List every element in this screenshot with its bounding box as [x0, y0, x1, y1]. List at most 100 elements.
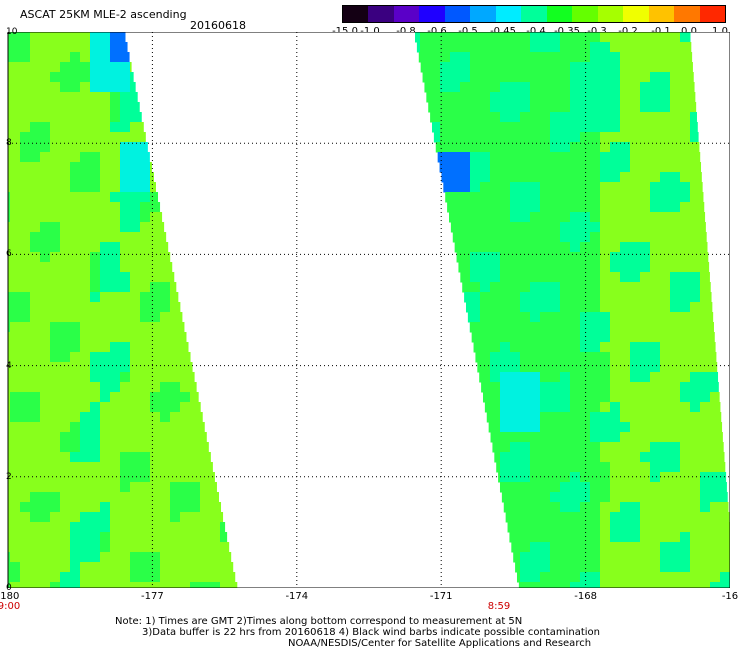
swath-cell — [100, 262, 111, 273]
swath-cell — [520, 242, 531, 253]
swath-cell — [460, 62, 471, 73]
swath-cell — [500, 102, 511, 113]
swath-cell — [530, 262, 541, 273]
swath-cell — [550, 502, 561, 513]
swath-cell — [40, 332, 51, 343]
swath-cell — [630, 242, 641, 253]
swath-cell — [660, 192, 671, 203]
swath-cell — [160, 572, 171, 583]
swath-cell — [160, 502, 171, 513]
swath-cell — [70, 42, 81, 53]
swath-cell — [670, 452, 681, 463]
swath-cell — [540, 222, 551, 233]
swath-cell — [500, 222, 511, 233]
swath-cell — [50, 452, 61, 463]
swath-cell — [680, 82, 691, 93]
colorbar-segment — [495, 6, 522, 22]
swath-cell — [30, 292, 41, 303]
swath-cell — [600, 502, 611, 513]
swath-cell — [130, 312, 141, 323]
swath-cell — [720, 552, 730, 563]
swath-cell — [160, 352, 171, 363]
swath-cell — [150, 422, 161, 433]
swath-cell — [570, 52, 581, 63]
swath-cell — [630, 32, 641, 43]
swath-cell — [520, 412, 531, 423]
swath-cell — [570, 392, 581, 403]
swath-cell — [620, 382, 631, 393]
swath-cell — [470, 232, 481, 243]
swath-cell — [160, 582, 171, 588]
swath-cell — [180, 422, 191, 433]
swath-cell — [10, 102, 21, 113]
swath-cell — [210, 502, 221, 513]
colorbar-segment — [470, 6, 496, 22]
swath-cell — [470, 52, 481, 63]
swath-cell — [610, 302, 621, 313]
swath-cell — [490, 192, 501, 203]
swath-cell — [500, 292, 511, 303]
swath-cell — [50, 152, 61, 163]
swath-cell — [660, 362, 671, 373]
swath-cell — [720, 562, 730, 573]
swath-cell — [550, 122, 561, 133]
swath-cell — [10, 472, 21, 483]
swath-cell — [80, 52, 91, 63]
swath-cell — [150, 432, 161, 443]
swath-cell — [660, 62, 671, 73]
swath-cell — [680, 542, 691, 553]
swath-cell — [170, 302, 181, 313]
swath-cell — [680, 302, 691, 313]
swath-cell — [540, 232, 551, 243]
swath-cell — [90, 442, 101, 453]
swath-cell — [690, 532, 701, 543]
swath-cell — [90, 402, 101, 413]
swath-cell — [90, 242, 101, 253]
swath-cell — [650, 132, 661, 143]
swath-cell — [150, 532, 161, 543]
swath-cell — [570, 182, 581, 193]
swath-cell — [130, 522, 141, 533]
colorbar-segment — [343, 6, 369, 22]
swath-cell — [140, 272, 151, 283]
swath-cell — [220, 522, 226, 533]
swath-cell — [720, 572, 730, 583]
swath-cell — [20, 312, 31, 323]
swath-cell — [680, 432, 691, 443]
swath-cell — [520, 52, 531, 63]
swath-cell — [680, 62, 691, 73]
swath-cell — [520, 532, 531, 543]
swath-cell — [500, 442, 511, 453]
colorbar-segment — [368, 6, 394, 22]
swath-cell — [590, 132, 601, 143]
swath-cell — [80, 72, 91, 83]
swath-cell — [580, 482, 591, 493]
swath-cell — [700, 522, 711, 533]
swath-cell — [120, 512, 131, 523]
swath-cell — [10, 72, 21, 83]
swath-cell — [60, 232, 71, 243]
swath-cell — [530, 442, 541, 453]
swath-cell — [700, 542, 711, 553]
swath-cell — [20, 222, 31, 233]
swath-cell — [30, 482, 41, 493]
swath-cell — [470, 112, 481, 123]
swath-cell — [40, 362, 51, 373]
swath-cell — [80, 42, 91, 53]
swath-cell — [680, 312, 691, 323]
swath-cell — [30, 212, 41, 223]
swath-cell — [100, 292, 111, 303]
swath-cell — [20, 42, 31, 53]
swath-cell — [140, 502, 151, 513]
swath-cell — [720, 422, 723, 433]
swath-cell — [680, 552, 691, 563]
note-line-3: NOAA/NESDIS/Center for Satellite Applica… — [288, 638, 592, 649]
swath-cell — [140, 512, 151, 523]
swath-cell — [60, 272, 71, 283]
colorbar-segment — [444, 6, 471, 22]
swath-cell — [530, 512, 541, 523]
swath-right — [415, 32, 730, 588]
swath-cell — [120, 462, 131, 473]
swath-cell — [610, 442, 621, 453]
swath-cell — [60, 72, 71, 83]
